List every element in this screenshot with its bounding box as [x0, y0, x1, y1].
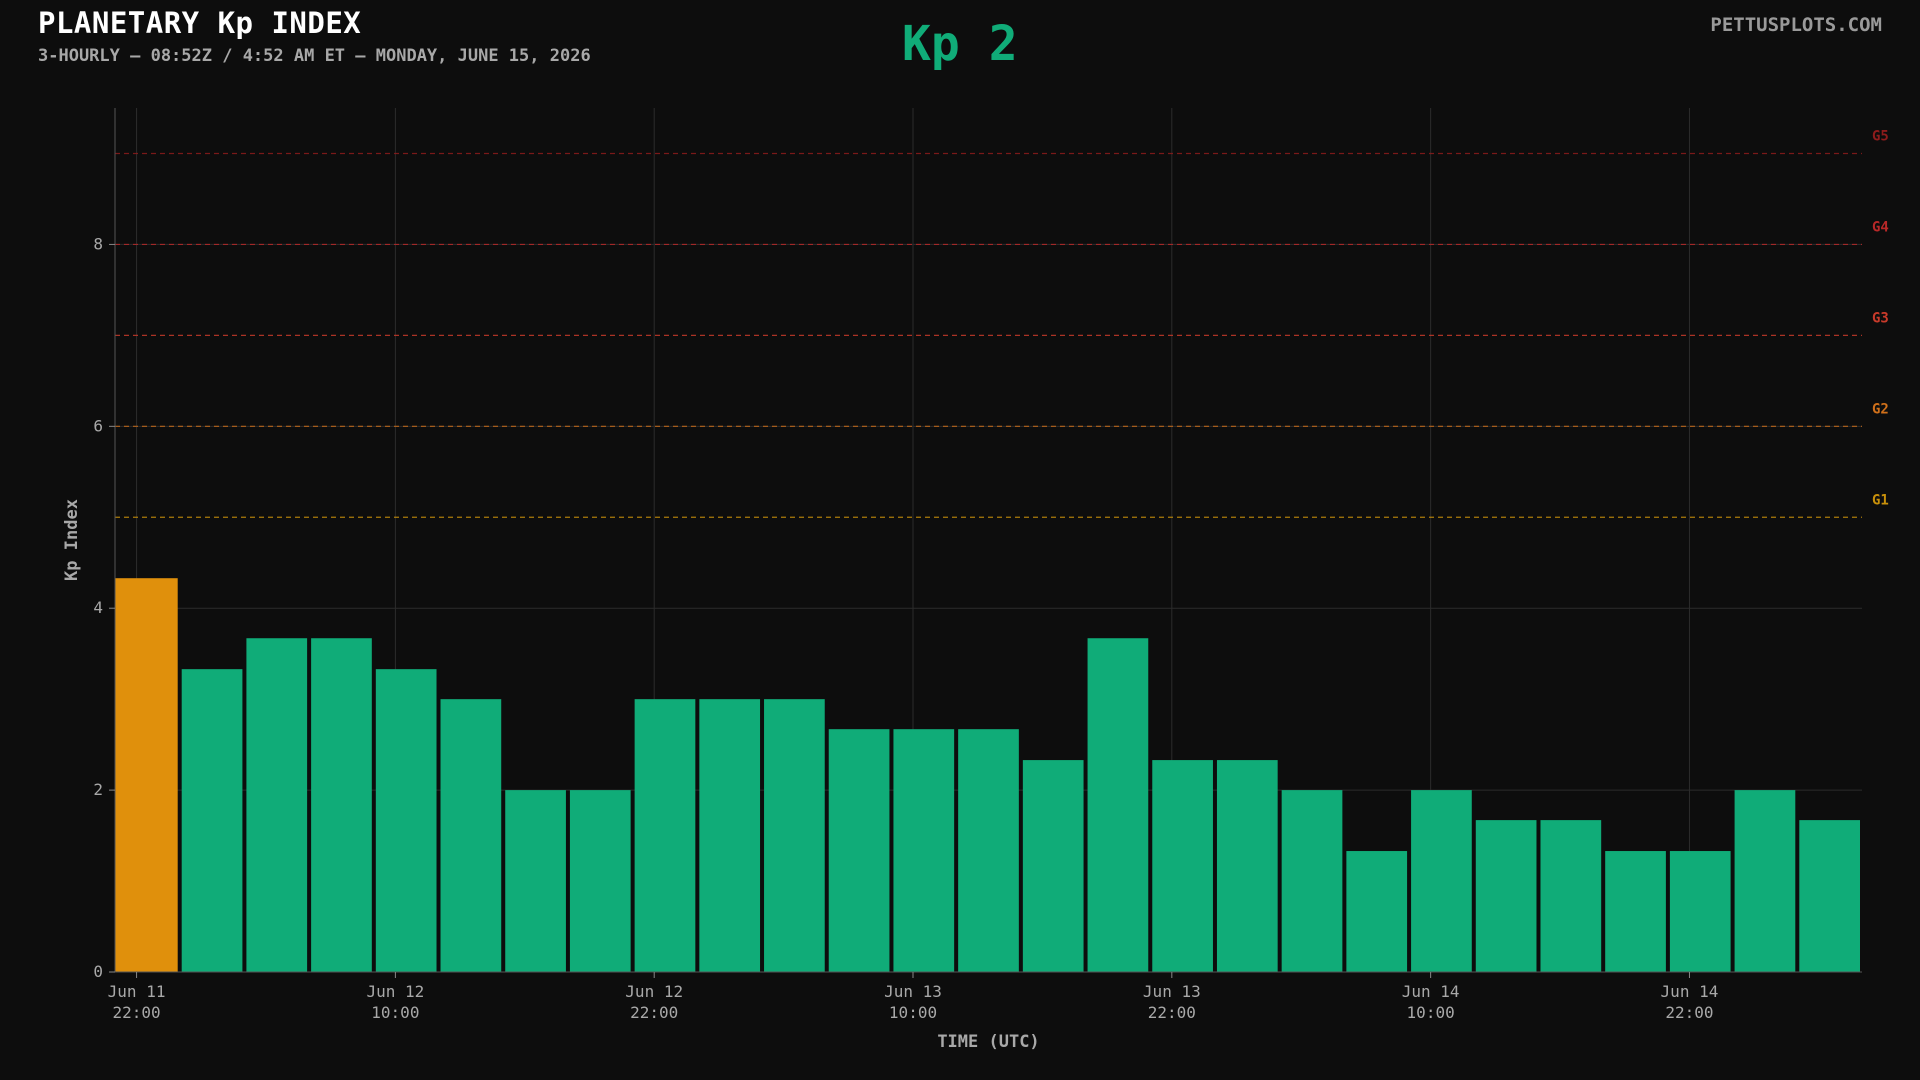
storm-label-g3: G3 [1872, 310, 1889, 326]
x-tick-label-time: 22:00 [1148, 1003, 1196, 1022]
x-tick-label-time: 22:00 [112, 1003, 160, 1022]
axes [109, 108, 1862, 978]
x-tick-label-time: 10:00 [889, 1003, 937, 1022]
kp-bar [505, 790, 566, 972]
kp-bar [893, 729, 955, 972]
kp-bar [375, 669, 437, 972]
current-kp-readout: Kp 2 [902, 16, 1018, 72]
x-tick-label-date: Jun 12 [366, 982, 424, 1001]
y-axis-title: Kp Index [62, 499, 82, 581]
y-tick-label: 0 [93, 962, 103, 981]
x-tick-label-date: Jun 11 [108, 982, 166, 1001]
x-tick-label-date: Jun 14 [1661, 982, 1719, 1001]
kp-bar [634, 699, 696, 972]
x-tick-label-date: Jun 13 [1143, 982, 1201, 1001]
y-tick-label: 2 [93, 780, 103, 799]
kp-bar [1411, 790, 1472, 972]
y-tick-label: 6 [93, 416, 103, 435]
storm-threshold-lines: G1 G2 G3 G4 G5 [115, 128, 1889, 518]
kp-bar [115, 578, 178, 972]
storm-label-g5: G5 [1872, 128, 1889, 144]
y-tick-label: 4 [93, 598, 103, 617]
kp-bar [1540, 820, 1602, 972]
y-tick-label: 8 [93, 234, 103, 253]
kp-bar [1669, 851, 1731, 972]
x-tick-label-time: 10:00 [371, 1003, 419, 1022]
x-tick-label-time: 22:00 [1665, 1003, 1713, 1022]
kp-bar [1216, 760, 1278, 972]
brand-label: PETTUSPLOTS.COM [1710, 14, 1882, 36]
kp-bar [958, 729, 1019, 972]
x-axis-title: TIME (UTC) [937, 1032, 1039, 1052]
kp-bar [246, 638, 308, 972]
page-title: PLANETARY Kp INDEX [38, 6, 362, 40]
kp-bar [1346, 851, 1408, 972]
x-tick-label-time: 10:00 [1407, 1003, 1455, 1022]
kp-bar [1281, 790, 1343, 972]
kp-bar [181, 669, 243, 972]
x-tick-label-date: Jun 12 [625, 982, 683, 1001]
storm-label-g4: G4 [1872, 219, 1889, 235]
kp-bar [440, 699, 502, 972]
kp-bar [1799, 820, 1860, 972]
kp-bar [1087, 638, 1149, 972]
page-subtitle: 3-HOURLY — 08:52Z / 4:52 AM ET — MONDAY,… [38, 46, 591, 66]
kp-bar [569, 790, 631, 972]
storm-label-g2: G2 [1872, 401, 1889, 417]
x-tick-label-time: 22:00 [630, 1003, 678, 1022]
x-tick-label-date: Jun 13 [884, 982, 942, 1001]
kp-bar [764, 699, 825, 972]
kp-bar [1022, 760, 1084, 972]
x-tick-label-date: Jun 14 [1402, 982, 1460, 1001]
kp-bar [1152, 760, 1213, 972]
kp-bar [311, 638, 372, 972]
axis-labels: 0 2 4 6 8 Jun 11 22:00 Jun 12 10:00 Jun 12 22:00 Ju… [62, 234, 1718, 1052]
kp-bar [699, 699, 761, 972]
bars [115, 578, 1860, 972]
storm-label-g1: G1 [1872, 492, 1889, 508]
kp-bar [1605, 851, 1666, 972]
kp-bar [1734, 790, 1796, 972]
kp-bar [828, 729, 890, 972]
kp-bar [1475, 820, 1537, 972]
